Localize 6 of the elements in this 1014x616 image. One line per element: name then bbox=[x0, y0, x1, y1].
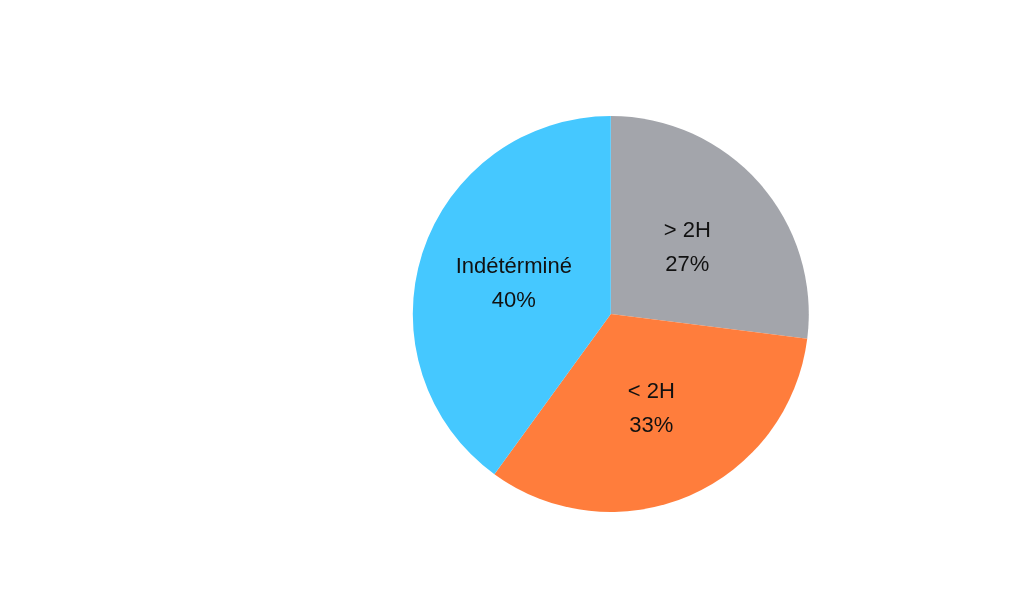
slice-label: Indétérminé bbox=[455, 252, 572, 278]
data-label: 33% bbox=[629, 412, 674, 438]
slice-label: > 2H bbox=[663, 217, 711, 243]
slice-label: < 2H bbox=[627, 378, 675, 404]
data-label: 40% bbox=[491, 286, 536, 312]
data-label: 27% bbox=[665, 251, 710, 277]
